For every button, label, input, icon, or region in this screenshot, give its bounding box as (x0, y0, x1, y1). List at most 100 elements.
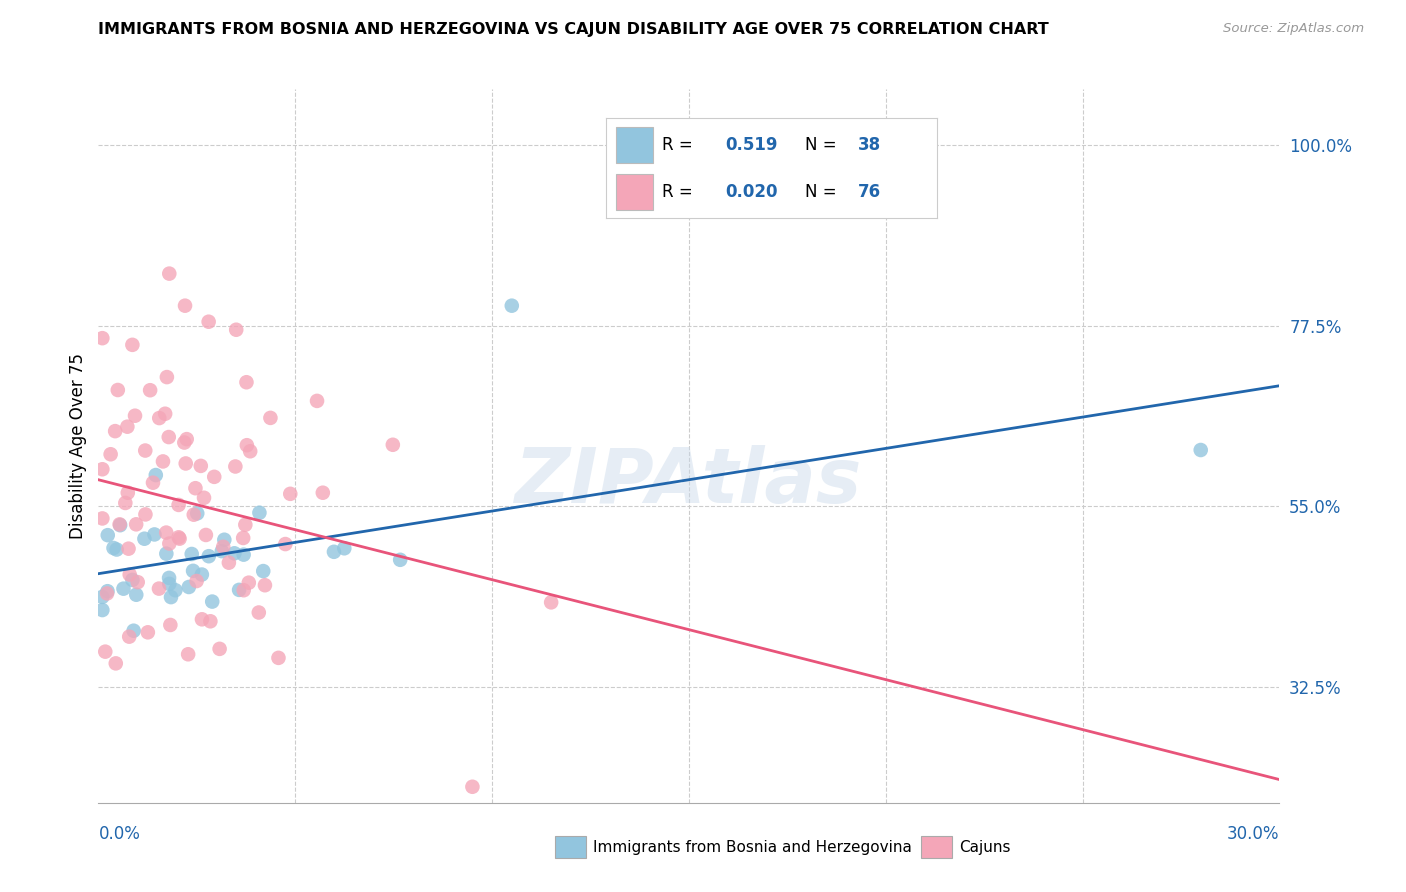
Text: N =: N = (804, 136, 842, 153)
Point (540, 595, 562, 609)
Point (218, 556, 240, 570)
Point (118, 567, 141, 582)
Point (236, 438, 259, 452)
Point (134, 443, 156, 458)
Point (312, 485, 335, 500)
Point (91, 590, 114, 604)
Point (167, 498, 190, 512)
Point (190, 458, 212, 473)
Text: Immigrants from Bosnia and Herzegovina: Immigrants from Bosnia and Herzegovina (593, 840, 912, 855)
Text: ZIPAtlas: ZIPAtlas (515, 445, 863, 518)
Text: 76: 76 (858, 183, 880, 201)
Point (155, 525, 177, 540)
Point (125, 588, 148, 602)
Point (94, 645, 117, 659)
Text: R =: R = (662, 183, 699, 201)
Point (153, 407, 176, 421)
Point (91, 511, 114, 525)
Point (214, 533, 236, 547)
Point (134, 532, 156, 546)
Point (186, 507, 208, 521)
Point (197, 549, 219, 564)
Point (202, 470, 225, 484)
Point (249, 506, 271, 520)
Y-axis label: Disability Age Over 75: Disability Age Over 75 (69, 353, 87, 539)
Point (142, 475, 165, 490)
Text: IMMIGRANTS FROM BOSNIA AND HERZEGOVINA VS CAJUN DISABILITY AGE OVER 75 CORRELATI: IMMIGRANTS FROM BOSNIA AND HERZEGOVINA V… (98, 22, 1049, 37)
Point (112, 582, 135, 596)
Point (174, 457, 197, 471)
Point (186, 574, 208, 588)
Text: 0.0%: 0.0% (98, 825, 141, 843)
Point (252, 564, 274, 578)
Point (305, 393, 328, 408)
Point (121, 573, 143, 587)
Point (1189, 442, 1212, 457)
Point (461, 780, 484, 794)
Point (100, 447, 122, 461)
Point (180, 547, 202, 561)
Bar (616, 127, 652, 162)
Point (232, 548, 254, 562)
Point (193, 491, 215, 505)
Point (197, 315, 219, 329)
Point (224, 546, 246, 560)
Point (238, 575, 260, 590)
Point (124, 409, 146, 423)
Point (208, 641, 231, 656)
Point (174, 299, 197, 313)
Point (96, 586, 118, 600)
Point (108, 518, 131, 533)
Text: 0.519: 0.519 (725, 136, 778, 153)
Point (148, 582, 170, 596)
Point (97, 528, 120, 542)
Point (212, 540, 235, 554)
Point (143, 527, 166, 541)
Point (167, 530, 190, 544)
Text: N =: N = (804, 183, 842, 201)
Point (159, 618, 181, 632)
Point (165, 583, 187, 598)
Point (156, 370, 179, 384)
Point (152, 454, 174, 468)
Text: 38: 38 (858, 136, 880, 153)
Point (134, 508, 156, 522)
Point (108, 517, 131, 532)
Text: Cajuns: Cajuns (959, 840, 1011, 855)
Point (501, 299, 523, 313)
Point (104, 657, 127, 671)
Point (105, 542, 128, 557)
Point (145, 468, 167, 483)
Point (181, 564, 204, 578)
Point (278, 487, 301, 501)
Point (103, 541, 125, 555)
Bar (616, 174, 652, 210)
Point (114, 496, 136, 510)
Point (96, 584, 118, 599)
Point (148, 411, 170, 425)
Point (232, 583, 254, 598)
Point (235, 376, 257, 390)
Point (184, 481, 207, 495)
Point (157, 577, 180, 591)
Point (191, 612, 214, 626)
Point (91, 331, 114, 345)
Point (228, 582, 250, 597)
Point (247, 606, 270, 620)
Point (117, 485, 139, 500)
Point (389, 553, 412, 567)
Point (233, 517, 256, 532)
Point (267, 651, 290, 665)
Point (253, 578, 276, 592)
Point (157, 571, 180, 585)
Point (183, 508, 205, 522)
Point (177, 647, 200, 661)
Point (323, 545, 346, 559)
Point (91, 603, 114, 617)
Point (121, 338, 143, 352)
Point (201, 594, 224, 608)
Point (169, 532, 191, 546)
Point (200, 615, 222, 629)
Point (173, 435, 195, 450)
Point (274, 537, 297, 551)
